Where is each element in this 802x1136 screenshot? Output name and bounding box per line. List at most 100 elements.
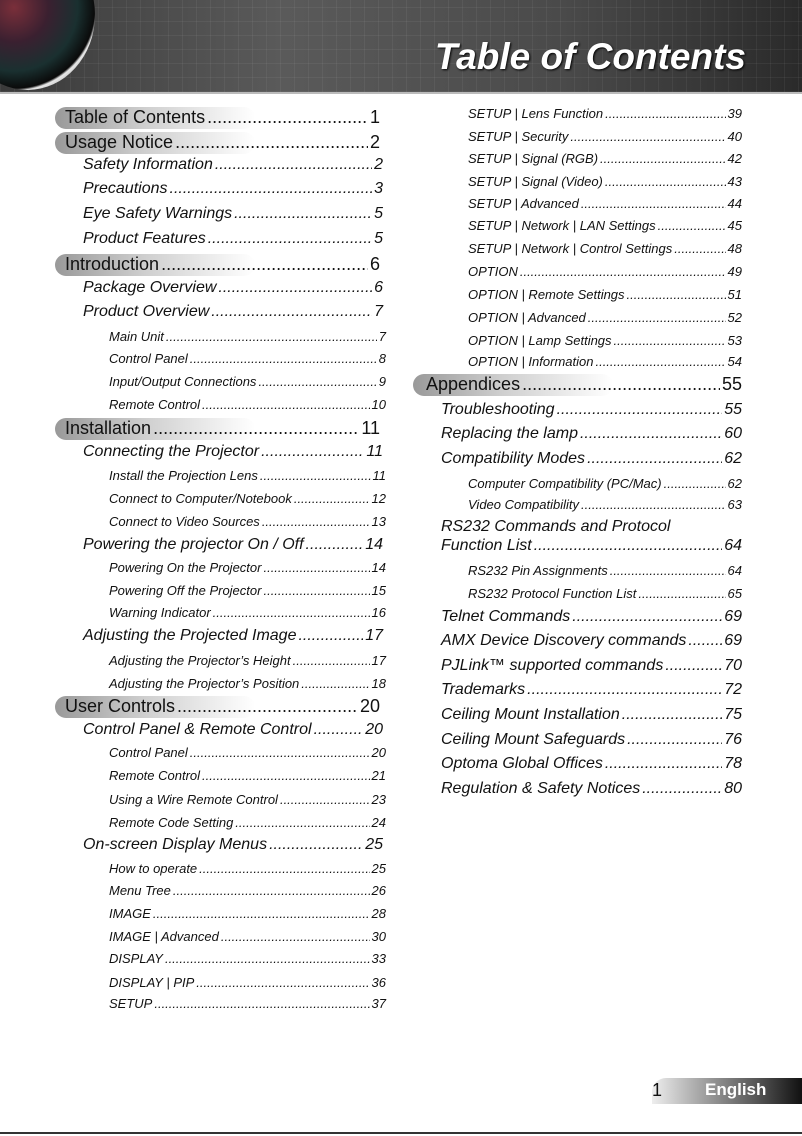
- toc-entry-page: 6: [369, 254, 380, 275]
- toc-entry-title: How to operate: [109, 861, 198, 877]
- toc-entry-title: Warning Indicator: [109, 605, 211, 621]
- toc-entry[interactable]: OPTION | Information 54: [468, 354, 742, 369]
- toc-entry[interactable]: Installation 11: [65, 418, 380, 439]
- toc-entry[interactable]: SETUP | Signal (RGB) 42: [468, 151, 742, 166]
- toc-entry[interactable]: Powering Off the Projector 15: [109, 583, 386, 598]
- toc-entry-title: Powering Off the Projector: [109, 583, 262, 599]
- section-highlight: [55, 107, 255, 129]
- toc-entry-title: RS232 Commands and Protocol: [441, 518, 671, 536]
- toc-entry[interactable]: Remote Code Setting 24: [109, 815, 386, 830]
- toc-entry[interactable]: Precautions 3: [83, 180, 383, 198]
- toc-entry[interactable]: Product Features 5: [83, 230, 383, 248]
- toc-entry[interactable]: Powering On the Projector 14: [109, 560, 386, 575]
- lens-image: [0, 0, 95, 90]
- toc-entry[interactable]: Troubleshooting 55: [441, 401, 742, 419]
- toc-entry-page: 18: [371, 676, 386, 692]
- toc-entry[interactable]: Ceiling Mount Installation 75: [441, 706, 742, 724]
- toc-entry[interactable]: Product Overview 7: [83, 303, 383, 321]
- toc-entry[interactable]: PJLink™ supported commands 70: [441, 657, 742, 675]
- toc-entry-page: 62: [727, 476, 742, 492]
- toc-entry[interactable]: Warning Indicator 16: [109, 605, 386, 620]
- dot-leader: [234, 205, 372, 223]
- toc-entry[interactable]: OPTION | Advanced 52: [468, 310, 742, 325]
- toc-entry[interactable]: Remote Control 10: [109, 397, 386, 412]
- toc-entry[interactable]: Adjusting the Projector’s Position 18: [109, 676, 386, 691]
- toc-entry[interactable]: Package Overview 6: [83, 279, 383, 297]
- toc-entry[interactable]: Eye Safety Warnings 5: [83, 205, 383, 223]
- toc-entry-title: Computer Compatibility (PC/Mac): [468, 476, 662, 492]
- toc-entry[interactable]: Control Panel & Remote Control 20: [83, 721, 383, 739]
- toc-entry[interactable]: Powering the projector On / Off 14: [83, 536, 383, 554]
- toc-entry[interactable]: Regulation & Safety Notices 80: [441, 780, 742, 798]
- toc-entry[interactable]: Install the Projection Lens 11: [109, 468, 386, 483]
- toc-entry[interactable]: Function List 64: [441, 537, 742, 555]
- toc-entry[interactable]: Trademarks 72: [441, 681, 742, 699]
- toc-entry[interactable]: Using a Wire Remote Control 23: [109, 792, 386, 807]
- toc-entry-title: Safety Information: [83, 156, 213, 174]
- toc-entry[interactable]: Computer Compatibility (PC/Mac) 62: [468, 476, 742, 491]
- toc-entry[interactable]: OPTION 49: [468, 264, 742, 279]
- toc-entry-title: On-screen Display Menus: [83, 836, 268, 854]
- toc-entry[interactable]: Video Compatibility 63: [468, 497, 742, 512]
- toc-entry-title: DISPLAY: [109, 951, 163, 967]
- toc-entry[interactable]: SETUP | Security 40: [468, 129, 742, 144]
- toc-entry-page: 33: [371, 951, 386, 967]
- toc-entry[interactable]: Ceiling Mount Safeguards 76: [441, 731, 742, 749]
- toc-entry[interactable]: Adjusting the Projector’s Height 17: [109, 653, 386, 668]
- toc-entry[interactable]: AMX Device Discovery commands 69: [441, 632, 742, 650]
- toc-entry[interactable]: SETUP | Network | LAN Settings 45: [468, 218, 742, 233]
- dot-leader: [557, 401, 723, 419]
- toc-entry-title: Menu Tree: [109, 883, 171, 899]
- dot-leader: [534, 537, 722, 555]
- toc-entry[interactable]: RS232 Pin Assignments 64: [468, 563, 742, 578]
- toc-entry[interactable]: SETUP | Signal (Video) 43: [468, 174, 742, 189]
- dot-leader: [294, 491, 370, 506]
- toc-entry[interactable]: Appendices 55: [426, 374, 742, 395]
- toc-entry[interactable]: OPTION | Remote Settings 51: [468, 287, 742, 302]
- toc-entry[interactable]: Safety Information 2: [83, 156, 383, 174]
- toc-entry[interactable]: Menu Tree 26: [109, 883, 386, 898]
- toc-entry[interactable]: RS232 Protocol Function List 65: [468, 586, 742, 601]
- toc-entry-title: SETUP | Signal (RGB): [468, 151, 599, 167]
- toc-entry[interactable]: SETUP | Network | Control Settings 48: [468, 241, 742, 256]
- toc-entry[interactable]: Control Panel 20: [109, 745, 386, 760]
- toc-entry-title: Control Panel: [109, 351, 188, 367]
- toc-entry[interactable]: IMAGE 28: [109, 906, 386, 921]
- dot-leader: [199, 861, 369, 876]
- toc-entry[interactable]: How to operate 25: [109, 861, 386, 876]
- toc-entry[interactable]: DISPLAY 33: [109, 951, 386, 966]
- toc-entry-title: Connecting the Projector: [83, 443, 260, 461]
- dot-leader: [202, 397, 369, 412]
- toc-entry[interactable]: Telnet Commands 69: [441, 608, 742, 626]
- toc-entry[interactable]: Remote Control 21: [109, 768, 386, 783]
- toc-entry[interactable]: Optoma Global Offices 78: [441, 755, 742, 773]
- toc-entry[interactable]: Main Unit 7: [109, 329, 386, 344]
- toc-entry[interactable]: SETUP 37: [109, 996, 386, 1011]
- toc-entry[interactable]: User Controls 20: [65, 696, 380, 717]
- toc-entry-title: SETUP | Network | LAN Settings: [468, 218, 656, 234]
- toc-entry[interactable]: IMAGE | Advanced 30: [109, 929, 386, 944]
- toc-entry-title: Install the Projection Lens: [109, 468, 258, 484]
- toc-entry[interactable]: Usage Notice 2: [65, 132, 380, 153]
- toc-entry[interactable]: Control Panel 8: [109, 351, 386, 366]
- toc-entry[interactable]: RS232 Commands and Protocol: [441, 518, 742, 536]
- toc-entry[interactable]: DISPLAY | PIP 36: [109, 975, 386, 990]
- toc-entry[interactable]: Connect to Video Sources 13: [109, 514, 386, 529]
- toc-entry[interactable]: Introduction 6: [65, 254, 380, 275]
- toc-entry[interactable]: OPTION | Lamp Settings 53: [468, 333, 742, 348]
- toc-entry[interactable]: On-screen Display Menus 25: [83, 836, 383, 854]
- toc-entry[interactable]: Compatibility Modes 62: [441, 450, 742, 468]
- toc-entry[interactable]: Connecting the Projector 11: [83, 443, 383, 461]
- toc-entry[interactable]: SETUP | Lens Function 39: [468, 106, 742, 121]
- dot-leader: [260, 468, 371, 483]
- toc-entry[interactable]: Input/Output Connections 9: [109, 374, 386, 389]
- dot-leader: [570, 129, 725, 144]
- toc-entry[interactable]: Table of Contents 1: [65, 107, 380, 128]
- toc-entry-title: Adjusting the Projector’s Position: [109, 676, 300, 692]
- dot-leader: [166, 329, 377, 344]
- toc-entry[interactable]: Adjusting the Projected Image 17: [83, 627, 383, 645]
- toc-entry[interactable]: SETUP | Advanced 44: [468, 196, 742, 211]
- toc-entry[interactable]: Replacing the lamp 60: [441, 425, 742, 443]
- toc-entry-page: 16: [371, 605, 386, 621]
- toc-entry[interactable]: Connect to Computer/Notebook 12: [109, 491, 386, 506]
